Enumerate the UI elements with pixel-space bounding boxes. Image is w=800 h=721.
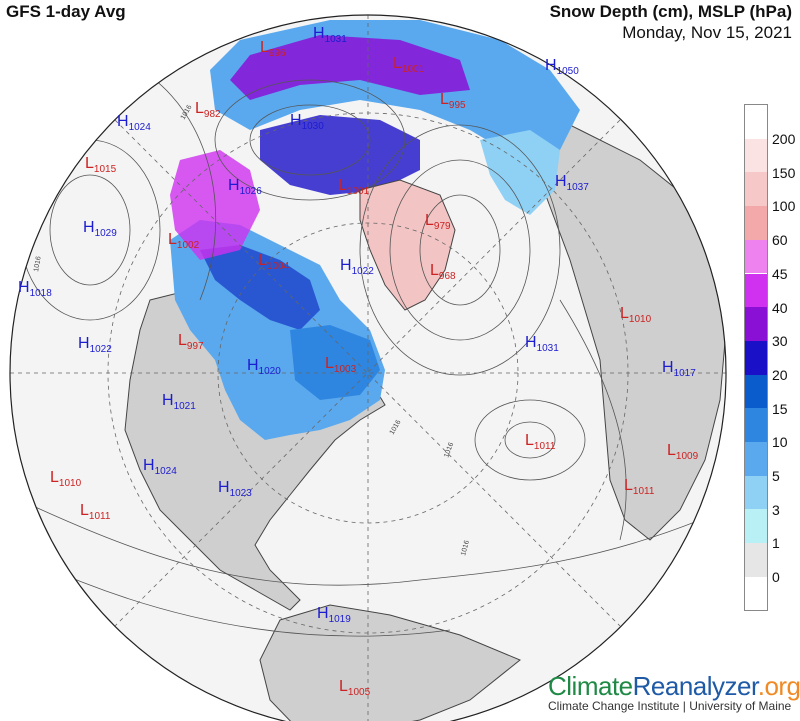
legend-label: 1	[772, 535, 780, 552]
color-legend	[744, 104, 768, 611]
high-pressure-label: H1018	[18, 279, 52, 299]
low-pressure-label: L1011	[525, 432, 556, 452]
credit-line: Climate Change Institute | University of…	[548, 699, 792, 713]
legend-label: 30	[772, 333, 788, 350]
graticule	[10, 15, 726, 721]
legend-swatch	[745, 340, 767, 375]
high-pressure-label: H1029	[83, 219, 117, 239]
low-pressure-label: L982	[195, 100, 221, 120]
legend-label: 40	[772, 299, 788, 316]
high-pressure-label: H1022	[340, 257, 374, 277]
legend-swatch	[745, 442, 767, 476]
legend-swatch	[745, 273, 767, 308]
low-pressure-label: L1011	[80, 502, 111, 522]
south-america-land	[259, 604, 521, 721]
legend-label: 150	[772, 164, 796, 181]
legend-label: 3	[772, 501, 780, 518]
siberia-snow-deep	[230, 35, 470, 100]
low-pressure-label: L1001	[338, 177, 370, 197]
legend-label: 20	[772, 366, 788, 383]
brand-part-2: Reanalyzer	[632, 671, 759, 701]
legend-swatch	[745, 172, 767, 207]
isobar-value-label: 1016	[443, 442, 455, 459]
high-pressure-label: H1021	[162, 392, 196, 412]
high-pressure-label: H1019	[317, 605, 351, 625]
low-pressure-label: L1009	[667, 442, 699, 462]
low-pressure-label: L1010	[50, 469, 82, 489]
legend-swatch	[745, 138, 767, 173]
legend-swatch	[745, 543, 767, 577]
high-pressure-label: H1050	[545, 57, 579, 77]
low-pressure-label: L968	[430, 262, 456, 282]
high-pressure-label: H1026	[228, 177, 262, 197]
high-pressure-label: H1037	[555, 173, 589, 193]
low-pressure-label: L1004	[258, 252, 290, 272]
low-pressure-label: L995	[440, 91, 466, 111]
high-pressure-label: H1031	[313, 25, 347, 45]
high-pressure-label: H1023	[218, 479, 252, 499]
low-pressure-label: L1011	[624, 477, 655, 497]
high-pressure-label: H1022	[78, 335, 112, 355]
legend-label: 60	[772, 232, 788, 249]
high-pressure-label: H1031	[525, 334, 559, 354]
low-pressure-label: L996	[260, 39, 286, 59]
low-pressure-label: L997	[178, 332, 204, 352]
low-pressure-label: L979	[425, 212, 451, 232]
brand-logo[interactable]: ClimateReanalyzer.org	[548, 671, 800, 702]
low-pressure-label: L1003	[325, 355, 357, 375]
isobar-value-label: 1016	[33, 256, 43, 273]
high-pressure-label: H1030	[290, 112, 324, 132]
low-pressure-label: L1010	[620, 305, 652, 325]
legend-swatch	[745, 408, 767, 442]
low-pressure-label: L1002	[168, 231, 200, 251]
legend-swatch	[745, 206, 767, 240]
legend-swatch	[745, 105, 767, 139]
scandinavia-snow	[480, 130, 560, 215]
legend-swatch	[745, 475, 767, 510]
model-title: GFS 1-day Avg	[6, 2, 126, 21]
high-pressure-label: H1024	[117, 113, 151, 133]
canada-snow-deep	[200, 245, 320, 330]
legend-swatch	[745, 509, 767, 544]
legend-swatch	[745, 239, 767, 274]
low-pressure-label: L1005	[339, 678, 371, 698]
isobar-value-label: 1016	[460, 540, 471, 557]
high-pressure-label: H1024	[143, 457, 177, 477]
high-pressure-label: H1017	[662, 359, 696, 379]
isobars	[19, 59, 701, 637]
legend-label: 10	[772, 434, 788, 451]
variable-title: Snow Depth (cm), MSLP (hPa)	[549, 2, 792, 21]
legend-label: 200	[772, 131, 796, 147]
brand-part-3: .org	[757, 671, 800, 701]
greenland-ice	[359, 179, 456, 311]
low-pressure-label: L1015	[85, 155, 117, 175]
legend-swatch	[745, 374, 767, 409]
legend-label: 0	[772, 569, 780, 586]
legend-swatch	[745, 307, 767, 341]
low-pressure-label: L1001	[393, 55, 425, 75]
legend-label: 45	[772, 265, 788, 282]
high-pressure-label: H1020	[247, 357, 281, 377]
legend-swatch	[745, 576, 767, 610]
pressure-centers: L996 H1031 L1001 H1050 L995 L982 H1024 H1030 L10…	[18, 25, 699, 698]
legend-label: 15	[772, 400, 788, 417]
hudson-bay-snow	[290, 325, 380, 400]
date-label: Monday, Nov 15, 2021	[622, 23, 792, 42]
brand-part-1: Climate	[548, 671, 633, 701]
legend-label: 100	[772, 198, 796, 215]
legend-label: 5	[772, 468, 780, 484]
globe-outline	[9, 14, 727, 721]
